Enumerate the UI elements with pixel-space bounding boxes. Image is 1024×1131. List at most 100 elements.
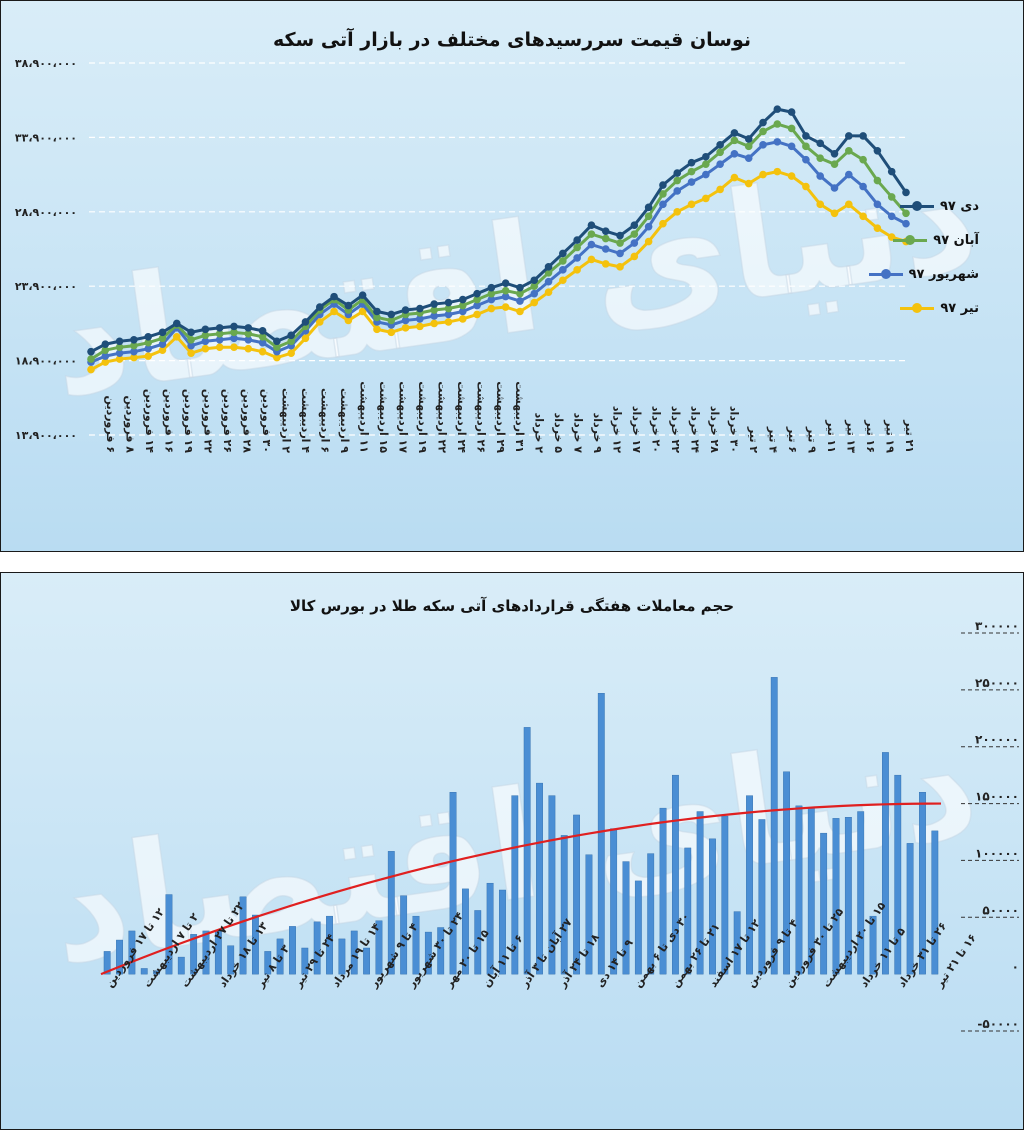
y-tick-label: ۳۸،۹۰۰،۰۰۰ [15,57,77,70]
x-tick-label: ۲۲ خرداد [669,406,682,453]
series-point [530,289,539,298]
series-point [158,328,167,337]
series-point [887,212,896,221]
y-tick-label: ۱۸،۹۰۰،۰۰۰ [15,355,77,368]
legend-item: شهریور ۹۷ [868,257,979,291]
volume-bar [523,727,531,975]
y-tick-label: ۱۵۰۰۰۰ [975,790,1019,804]
series-point [716,141,724,149]
series-point [630,239,639,247]
series-point [773,105,782,113]
series-point [816,139,825,148]
series-point [859,212,867,221]
series-point [802,182,810,191]
series-point [516,297,524,305]
series-point [687,158,696,167]
series-point [444,310,453,319]
series-point [616,249,624,258]
volume-bar [153,970,160,975]
series-point [473,301,481,310]
series-point [601,260,610,268]
legend-swatch [900,200,934,211]
x-tick-label: ۹ اردیبهشت [338,388,351,453]
x-tick-label: ۲ خرداد [533,413,546,454]
series-point [144,352,152,360]
series-point [187,341,195,350]
series-point [287,331,295,340]
series-point [473,310,481,319]
series-point [845,146,853,155]
series-point [659,200,667,209]
series-point [773,120,782,128]
series-point [158,346,167,354]
series-point [859,155,867,164]
series-point [387,328,396,337]
price-chart-title: نوسان قیمت سررسیدهای مختلف در بازار آتی … [272,29,752,51]
series-point [559,257,567,265]
series-point [845,170,853,179]
series-point [416,315,424,323]
series-point [230,334,238,343]
series-line [90,107,908,354]
volume-bar [165,894,173,975]
series-point [230,328,238,337]
volume-bar [202,930,210,975]
series-point [516,289,524,298]
series-point [158,334,167,343]
volume-bar [437,927,445,975]
series-point [487,289,496,298]
series-point [315,303,324,311]
x-tick-label: ۵ خرداد [552,413,565,454]
x-tick-label: ۱۱ اردیبهشت [357,381,370,453]
y-tick-label: ۵۰۰۰۰ [982,903,1019,917]
volume-bar [560,835,568,975]
x-tick-label: ۲۶ اردیبهشت [474,381,487,453]
volume-bar [832,818,840,975]
series-point [401,316,410,325]
series-point [630,221,639,229]
series-line [90,122,908,361]
series-point [215,343,224,352]
volume-bar [313,921,321,975]
volume-bar [820,832,828,975]
x-tick-label: ۶ اردیبهشت [318,388,331,453]
series-point [787,108,796,116]
series-point [830,149,839,158]
series-point [201,325,210,334]
series-point [559,249,567,258]
series-point [873,146,882,155]
x-tick-label: ۷ خرداد [572,413,585,454]
series-point [530,276,539,285]
series-point [816,154,825,163]
series-point [87,355,95,363]
series-point [201,331,210,340]
series-point [444,298,453,307]
series-point [687,167,696,176]
series-point [416,322,424,331]
legend-label: دی ۹۷ [940,198,979,214]
series-point [773,167,782,176]
series-point [630,252,639,261]
x-tick-label: ۲۲ فروردین [201,389,214,453]
series-point [873,200,882,209]
series-point [702,152,710,161]
x-tick-label: ۶ فروردین [104,396,117,453]
volume-bar [709,838,716,975]
y-tick-label: ۳۰۰۰۰۰ [975,619,1019,633]
series-point [501,286,510,295]
legend-item: آبان ۹۷ [869,223,979,257]
series-point [273,353,281,362]
legend-label: تیر ۹۷ [940,300,979,316]
series-point [530,282,539,291]
series-point [573,266,581,274]
series-point [716,160,724,168]
legend-swatch [893,234,928,245]
series-point [444,304,453,313]
series-point [845,200,853,209]
series-point [859,132,867,140]
series-point [115,337,124,346]
volume-bar [548,795,556,975]
series-point [473,289,481,298]
series-point [530,298,539,307]
x-tick-label: ۲ تیر [747,426,760,453]
